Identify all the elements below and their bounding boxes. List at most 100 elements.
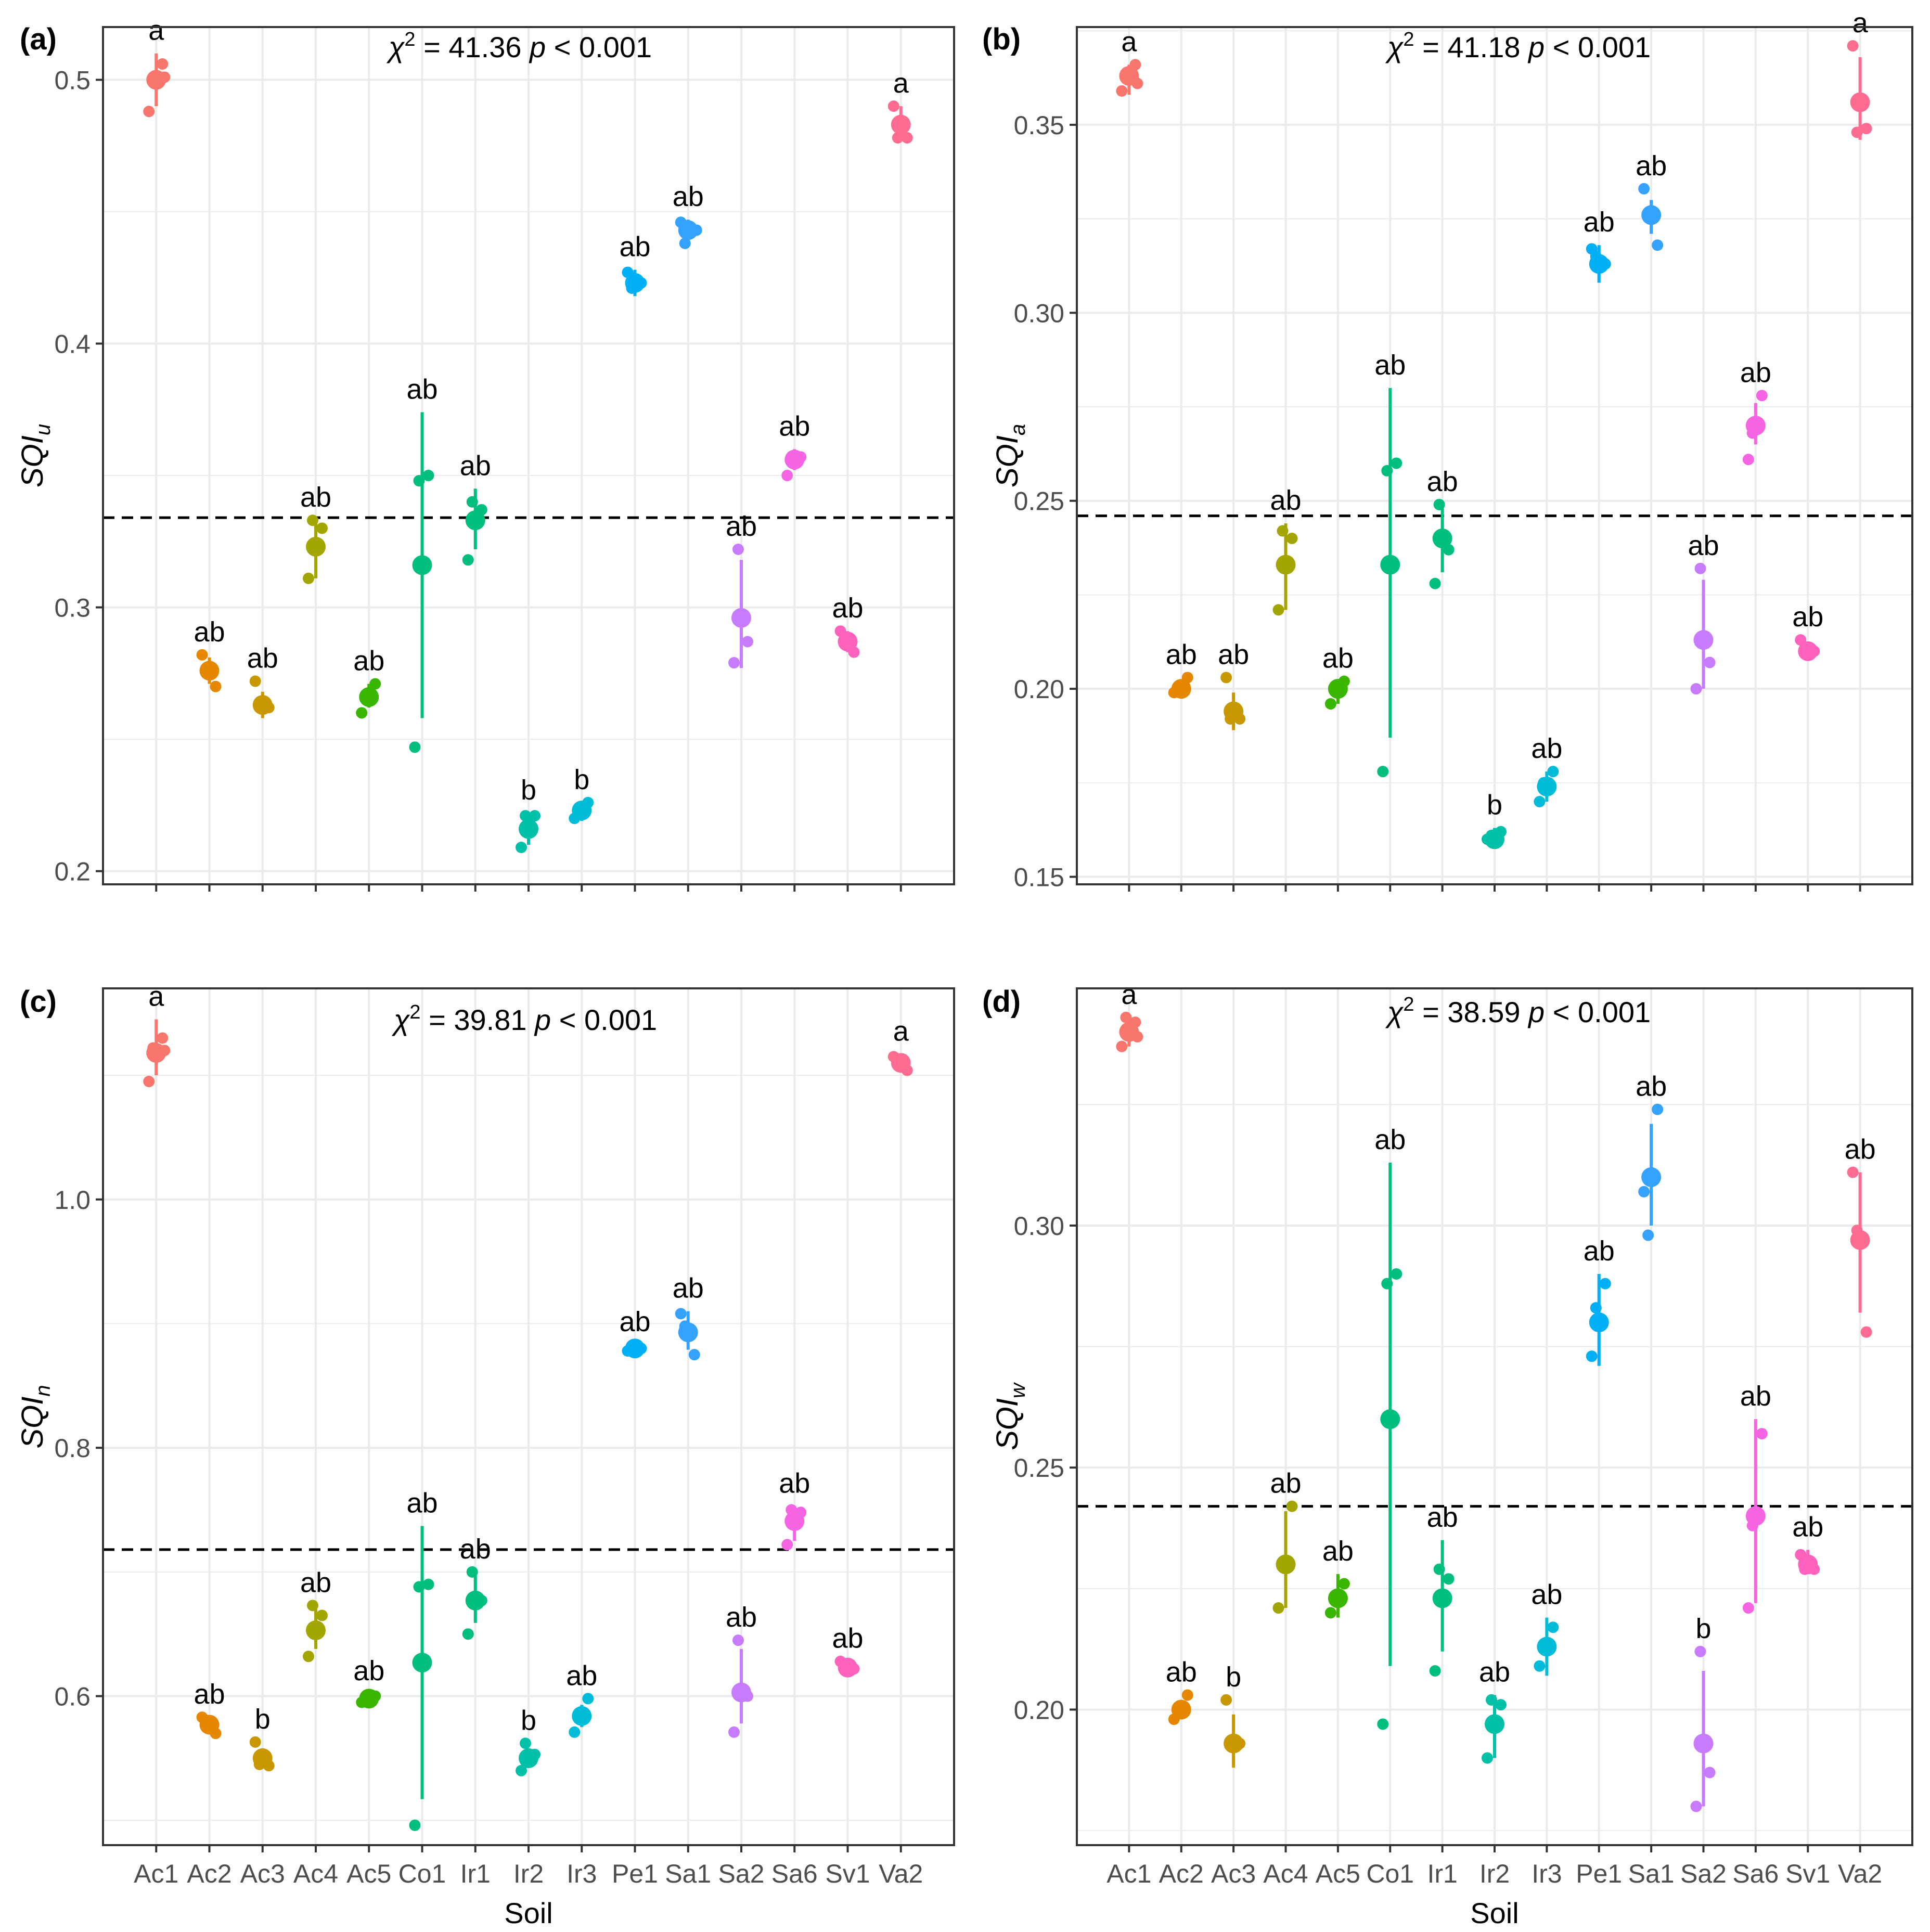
y-axis-title-main: SQI: [16, 435, 49, 487]
x-tick-label: Sa6: [771, 1859, 818, 1888]
data-point: [1377, 1718, 1389, 1730]
mean-point: [1850, 92, 1870, 112]
data-point: [143, 106, 155, 118]
mean-point: [731, 1682, 751, 1703]
y-tick-label: 0.15: [1014, 863, 1064, 892]
mean-point: [572, 1706, 592, 1726]
group-Ac4: ab: [300, 482, 331, 584]
mean-point: [306, 1620, 326, 1641]
data-point: [892, 132, 904, 144]
significance-letter: ab: [406, 373, 438, 405]
x-tick-label: Co1: [1366, 1859, 1414, 1888]
x-axis-title: Soil: [1470, 1897, 1519, 1929]
data-point: [1756, 390, 1768, 402]
group-Sa1: ab: [1636, 150, 1667, 251]
significance-letter: b: [1487, 790, 1502, 821]
mean-point: [199, 1715, 220, 1735]
data-point: [307, 1600, 318, 1612]
y-axis-title: SQIw: [990, 1382, 1030, 1450]
data-point: [529, 810, 541, 822]
panel-label: (a): [20, 22, 57, 56]
y-tick-label: 0.4: [54, 329, 91, 358]
data-point: [356, 707, 368, 719]
significance-letter: ab: [1479, 1657, 1510, 1688]
data-point: [1638, 1186, 1650, 1197]
mean-point: [838, 1657, 858, 1678]
mean-point: [1485, 829, 1504, 849]
group-Va2: a: [887, 68, 913, 144]
group-Ac1: a: [143, 981, 171, 1088]
significance-letter: ab: [832, 593, 863, 624]
y-tick-label: 0.8: [54, 1434, 91, 1463]
x-tick-label: Ac5: [1316, 1859, 1360, 1888]
x-tick-label: Sa6: [1732, 1859, 1779, 1888]
data-point: [409, 741, 421, 753]
mean-point: [784, 449, 805, 470]
stat-chi-symbol: χ: [1385, 31, 1404, 63]
mean-point: [891, 1053, 911, 1073]
data-point: [742, 636, 753, 648]
x-axis-title: Soil: [504, 1897, 552, 1929]
x-tick-label: Ac1: [134, 1859, 178, 1888]
data-point: [1547, 766, 1559, 778]
group-Ac2: ab: [1166, 639, 1197, 699]
y-axis-title-sub: n: [32, 1385, 55, 1396]
mean-point: [412, 1653, 432, 1673]
mean-point: [1589, 254, 1609, 274]
data-point: [1860, 123, 1872, 135]
group-Pe1: ab: [1584, 1235, 1615, 1366]
stat-p-value: < 0.001: [1545, 996, 1651, 1028]
data-point: [1652, 239, 1664, 251]
significance-letter: ab: [460, 450, 491, 481]
significance-letter: ab: [460, 1534, 491, 1565]
group-Sv1: ab: [832, 593, 864, 658]
group-Sa2: ab: [1688, 530, 1719, 695]
x-tick-label: Sa1: [665, 1859, 711, 1888]
data-point: [1286, 533, 1298, 545]
data-point: [1391, 1268, 1403, 1280]
significance-letter: ab: [1740, 357, 1771, 388]
data-point: [1652, 1103, 1664, 1115]
x-tick-label: Ir2: [513, 1859, 544, 1888]
group-Ac3: b: [1220, 1661, 1246, 1768]
data-point: [413, 1581, 425, 1593]
data-point: [732, 544, 744, 556]
mean-point: [1693, 630, 1714, 650]
stat-chi-value: = 39.81: [421, 1003, 535, 1036]
mean-point: [1693, 1733, 1714, 1754]
group-Sa6: ab: [779, 410, 810, 482]
group-Ir3: ab: [1531, 1579, 1562, 1676]
data-point: [1704, 656, 1716, 668]
data-point: [1433, 498, 1445, 510]
significance-letter: ab: [194, 616, 225, 648]
significance-letter: ab: [300, 1567, 331, 1598]
significance-letter: ab: [619, 231, 650, 263]
significance-letter: ab: [779, 1467, 810, 1499]
data-point: [1220, 1694, 1232, 1706]
mean-point: [1432, 1588, 1452, 1608]
group-Sa6: ab: [779, 1467, 810, 1551]
data-point: [582, 1693, 594, 1705]
data-point: [520, 1737, 531, 1749]
mean-point: [1171, 1699, 1191, 1720]
y-tick-label: 0.25: [1014, 1453, 1064, 1483]
stat-p-symbol: p: [534, 1003, 551, 1036]
significance-letter: ab: [1636, 150, 1667, 182]
data-point: [1690, 1800, 1702, 1812]
data-point: [1116, 1040, 1128, 1052]
significance-letter: ab: [1636, 1071, 1667, 1102]
significance-letter: b: [255, 1704, 271, 1735]
mean-point: [1537, 1637, 1557, 1657]
significance-letter: ab: [1845, 1134, 1876, 1165]
mean-point: [1276, 1554, 1296, 1575]
significance-letter: a: [1121, 26, 1137, 57]
group-Sa1: ab: [1636, 1071, 1667, 1241]
group-Ir1: ab: [460, 1534, 491, 1640]
data-point: [1860, 1326, 1872, 1338]
group-Ir1: ab: [1427, 1502, 1458, 1677]
mean-point: [1119, 66, 1139, 86]
stat-p-symbol: p: [1527, 996, 1545, 1028]
significance-letter: ab: [1792, 1511, 1823, 1542]
panel-label: (d): [982, 985, 1021, 1019]
data-point: [1847, 40, 1859, 52]
